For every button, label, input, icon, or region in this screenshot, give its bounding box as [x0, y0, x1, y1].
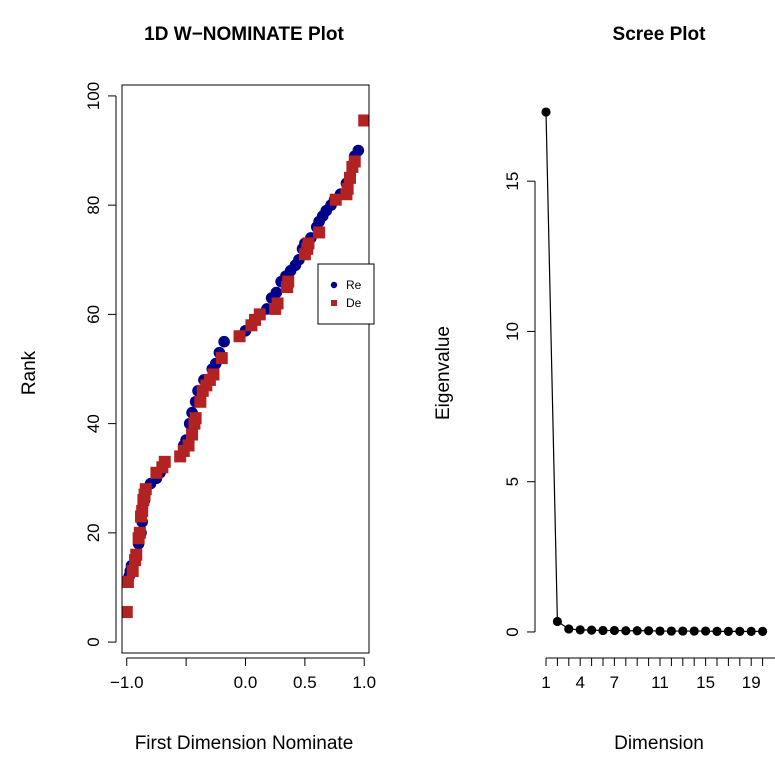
- point-de: [207, 368, 220, 381]
- point-de: [233, 330, 246, 343]
- point-de: [215, 352, 228, 365]
- nominate-panel: 1D W−NOMINATE Plot First Dimension Nomin…: [19, 24, 376, 754]
- scree-panel: Scree Plot Dimension Eigenvalue 1 4 7 11 15 1…: [433, 24, 775, 754]
- point-de: [271, 297, 284, 310]
- point-de: [122, 576, 134, 588]
- scree-ylabel: Eigenvalue: [433, 326, 454, 420]
- nominate-y-axis: 0 20 40 60 80 100: [84, 82, 117, 647]
- scree-point: [655, 626, 665, 636]
- scree-line: [545, 112, 763, 632]
- nominate-title: 1D W−NOMINATE Plot: [144, 24, 344, 45]
- scree-point: [609, 625, 620, 636]
- nominate-points: [122, 114, 369, 619]
- point-de: [126, 565, 139, 578]
- x-tick-label: 0.5: [293, 673, 317, 692]
- scree-point: [564, 624, 574, 634]
- x-tick-label: 15: [696, 673, 715, 692]
- point-de: [194, 395, 207, 408]
- point-re: [270, 286, 283, 299]
- x-tick-label: 0.0: [234, 673, 258, 692]
- scree-x-axis: 1 4 7 11 15 19: [541, 657, 775, 692]
- scree-point: [541, 107, 551, 117]
- point-de: [253, 308, 266, 321]
- point-de: [136, 505, 149, 517]
- scree-point: [621, 626, 631, 636]
- scree-point: [644, 626, 654, 636]
- point-de: [329, 193, 342, 206]
- point-de: [133, 526, 146, 539]
- scree-y-axis: 0 5 10 15: [503, 172, 536, 637]
- nominate-plot-frame: [121, 84, 370, 654]
- point-de: [189, 412, 202, 425]
- legend-label-de: De: [346, 296, 362, 310]
- x-tick-label: 19: [742, 673, 761, 692]
- point-de: [130, 548, 143, 561]
- point-de: [302, 237, 315, 250]
- scree-xlabel: Dimension: [614, 733, 704, 754]
- legend-label-re: Re: [346, 278, 362, 292]
- scree-point: [678, 626, 688, 636]
- point-de: [358, 114, 369, 127]
- point-de: [158, 455, 171, 468]
- nominate-xlabel: First Dimension Nominate: [135, 733, 354, 754]
- legend-marker-de: [331, 300, 337, 306]
- point-de: [182, 439, 195, 452]
- point-de: [348, 155, 361, 168]
- y-tick-label: 60: [84, 305, 103, 324]
- legend-box: [317, 263, 375, 325]
- nominate-ylabel: Rank: [19, 350, 40, 395]
- scree-point: [575, 625, 585, 635]
- point-de: [282, 275, 295, 288]
- scree-point: [735, 626, 745, 636]
- y-tick-label: 40: [84, 414, 103, 433]
- x-tick-label: 4: [575, 673, 584, 692]
- scree-point: [701, 626, 711, 636]
- y-tick-label: 100: [84, 82, 103, 110]
- scree-title: Scree Plot: [613, 24, 707, 45]
- point-de: [313, 226, 326, 239]
- point-re: [218, 335, 230, 348]
- x-tick-label: 7: [610, 673, 619, 692]
- scree-point: [587, 625, 597, 635]
- point-de: [186, 428, 199, 441]
- nominate-legend: Re De: [317, 263, 375, 325]
- scree-point: [666, 626, 677, 636]
- legend-marker-re: [330, 281, 338, 289]
- point-re: [352, 144, 365, 157]
- y-tick-label: 0: [503, 627, 522, 636]
- scree-point: [758, 626, 768, 636]
- y-tick-label: 5: [503, 477, 522, 486]
- point-de: [341, 182, 354, 195]
- y-tick-label: 10: [503, 322, 522, 341]
- y-tick-label: 20: [84, 523, 103, 542]
- nominate-x-axis: −1.0 0.0 0.5 1.0: [110, 657, 376, 692]
- point-de: [344, 171, 356, 184]
- scree-point: [552, 616, 563, 627]
- point-de: [122, 606, 133, 619]
- x-tick-label: 11: [651, 673, 669, 692]
- scree-point: [712, 626, 722, 636]
- scree-plot-area: [541, 107, 768, 636]
- x-tick-label: 1: [541, 673, 550, 692]
- x-tick-label: −1.0: [110, 673, 144, 692]
- scree-point: [632, 626, 642, 636]
- y-tick-label: 0: [84, 637, 103, 646]
- scree-point: [689, 626, 699, 636]
- scree-point: [598, 625, 608, 636]
- x-tick-label: 1.0: [352, 673, 376, 692]
- y-tick-label: 15: [503, 172, 522, 191]
- scree-point: [746, 626, 756, 636]
- y-tick-label: 80: [84, 196, 103, 215]
- point-de: [139, 483, 152, 496]
- scree-point: [723, 626, 734, 636]
